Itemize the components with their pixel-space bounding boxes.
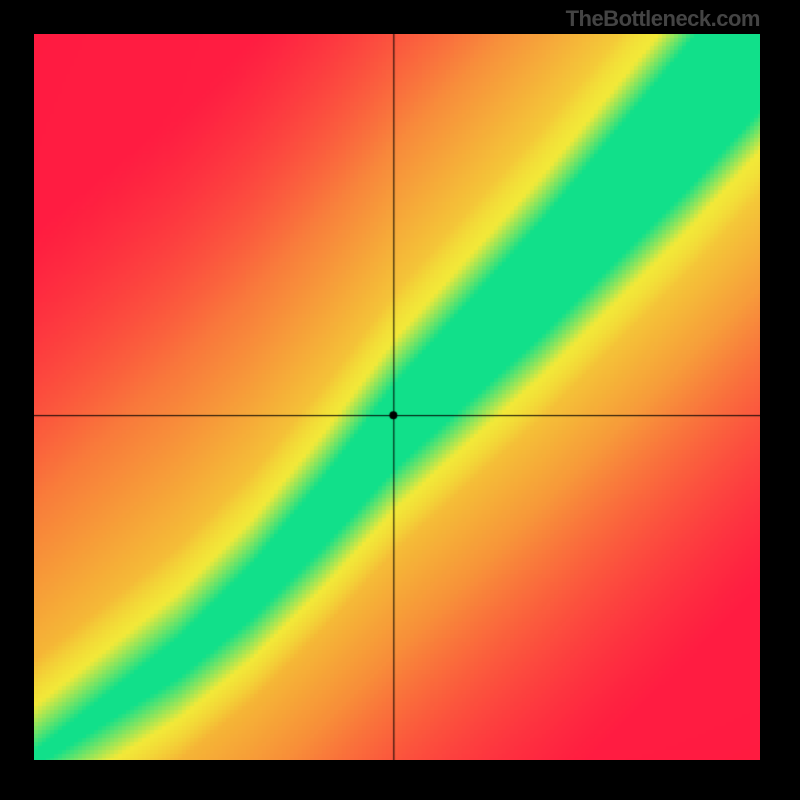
bottleneck-heatmap [34, 34, 760, 760]
watermark-label: TheBottleneck.com [566, 6, 760, 32]
chart-container: TheBottleneck.com [0, 0, 800, 800]
